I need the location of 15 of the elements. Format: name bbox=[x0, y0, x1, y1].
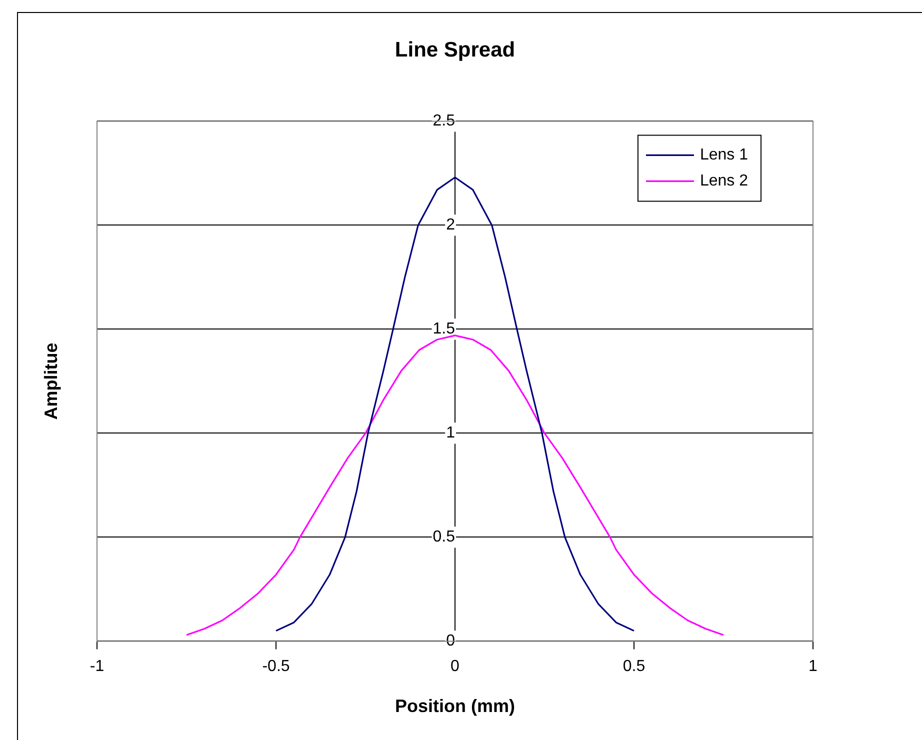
chart-title: Line Spread bbox=[394, 38, 516, 62]
x-axis-title: Position (mm) bbox=[395, 696, 516, 716]
y-axis-title: Amplitue bbox=[40, 342, 61, 420]
y-tick-label: 1.5 bbox=[432, 320, 456, 338]
x-tick-label: 0.5 bbox=[622, 658, 646, 676]
x-tick-label: -0.5 bbox=[262, 658, 290, 676]
legend-label: Lens 1 bbox=[700, 146, 748, 164]
y-tick-label: 0.5 bbox=[432, 528, 456, 546]
y-tick-label: 2 bbox=[446, 216, 456, 234]
y-tick-label: 1 bbox=[446, 424, 456, 442]
x-tick-label: 1 bbox=[808, 658, 818, 676]
x-tick-label: -1 bbox=[90, 658, 104, 676]
y-tick-label: 0 bbox=[446, 632, 456, 650]
y-tick-label: 2.5 bbox=[432, 112, 456, 130]
legend-label: Lens 2 bbox=[700, 172, 748, 190]
